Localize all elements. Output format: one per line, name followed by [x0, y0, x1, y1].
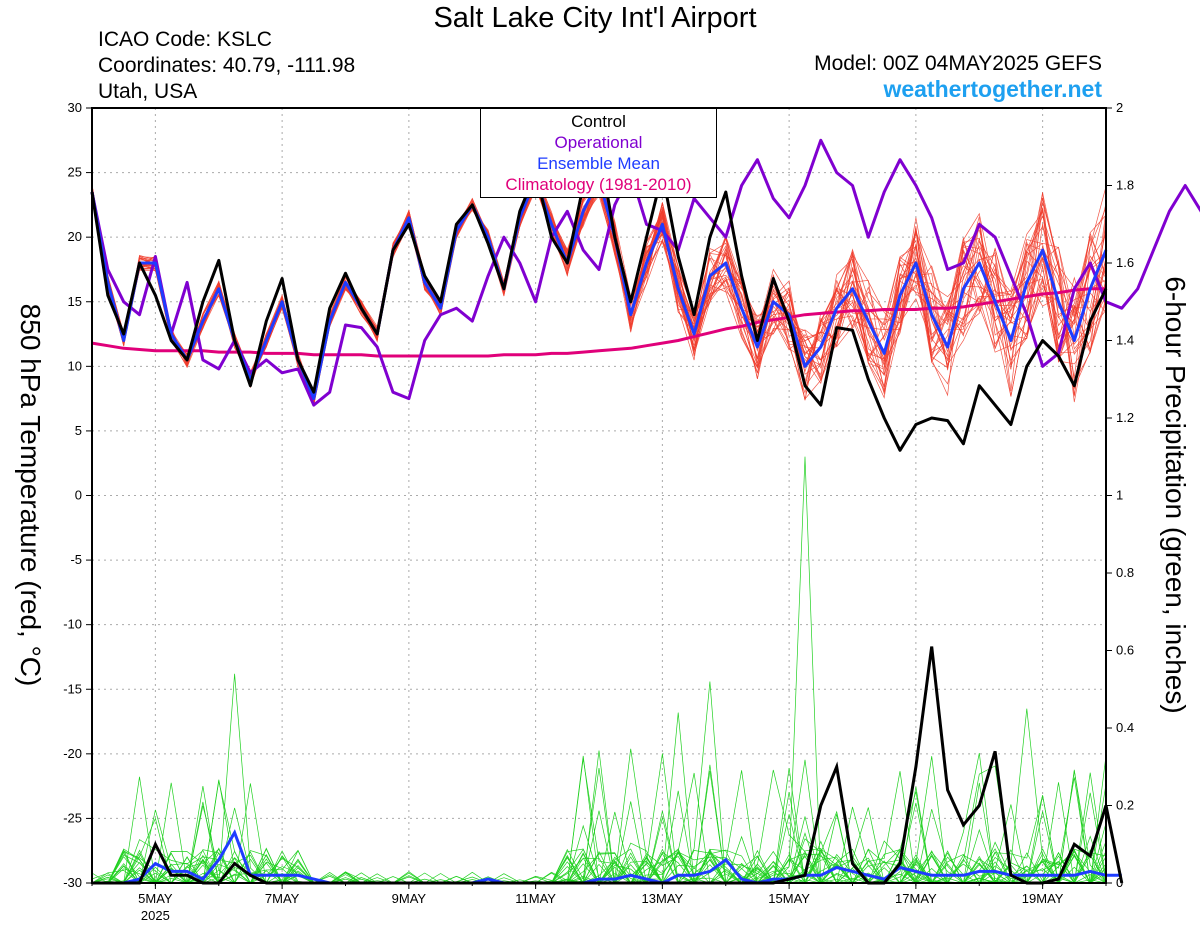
- region: Utah, USA: [98, 80, 198, 103]
- x-year-label: 2025: [141, 908, 170, 923]
- coordinates: Coordinates: 40.79, -111.98: [98, 54, 356, 77]
- x-tick-label: 7MAY: [265, 891, 300, 906]
- y-axis-right-label: 6-hour Precipitation (green, inches): [1160, 276, 1191, 714]
- member-precip-line: [92, 767, 1107, 884]
- y-right-tick-label: 0.2: [1116, 798, 1134, 813]
- icao-code: ICAO Code: KSLC: [98, 28, 272, 51]
- legend: Control Operational Ensemble Mean Climat…: [480, 108, 717, 198]
- plot-frame: [91, 107, 1107, 884]
- y-right-tick-label: 2: [1116, 100, 1123, 115]
- x-tick-label: 13MAY: [642, 891, 684, 906]
- y-left-tick-label: -5: [70, 552, 82, 567]
- y-left-tick-label: -30: [63, 875, 82, 890]
- y-right-tick-label: 1: [1116, 488, 1123, 503]
- member-precip-line: [91, 783, 1107, 884]
- ensemble-mean-precip-line: [92, 829, 1122, 885]
- member-precip-line: [91, 782, 1107, 884]
- y-right-tick-label: 0: [1116, 875, 1123, 890]
- y-right-tick-label: 1.8: [1116, 178, 1134, 193]
- member-precip-line: [92, 456, 1106, 884]
- legend-operational: Operational: [554, 133, 643, 152]
- legend-climatology: Climatology (1981-2010): [505, 175, 692, 194]
- x-tick-label: 17MAY: [895, 891, 937, 906]
- y-left-tick-label: 20: [68, 229, 82, 244]
- chart-title: Salt Lake City Int'l Airport: [433, 2, 757, 34]
- x-tick-label: 11MAY: [515, 891, 556, 906]
- x-tick-label: 19MAY: [1022, 891, 1064, 906]
- y-left-tick-label: -10: [63, 617, 82, 632]
- y-left-tick-label: 5: [75, 423, 82, 438]
- y-left-tick-label: -25: [63, 810, 82, 825]
- y-right-tick-label: 0.8: [1116, 565, 1134, 580]
- y-right-tick-label: 1.4: [1116, 333, 1134, 348]
- station-info: ICAO Code: KSLC Coordinates: 40.79, -111…: [98, 27, 355, 105]
- x-tick-label: 15MAY: [768, 891, 810, 906]
- site-link[interactable]: weathertogether.net: [883, 76, 1102, 102]
- y-axis-left-label: 850 hPa Temperature (red, °C): [15, 303, 46, 687]
- operational-temp-line: [90, 138, 1200, 407]
- x-tick-label: 9MAY: [392, 891, 427, 906]
- legend-ensemble-mean: Ensemble Mean: [537, 154, 660, 173]
- member-precip-line: [92, 801, 1107, 884]
- y-left-tick-label: 25: [68, 165, 82, 180]
- y-right-tick-label: 1.2: [1116, 410, 1134, 425]
- model-run: Model: 00Z 04MAY2025 GEFS: [814, 52, 1102, 75]
- y-right-tick-label: 1.6: [1116, 255, 1134, 270]
- member-precip-line: [92, 779, 1107, 884]
- y-right-tick-label: 0.4: [1116, 720, 1134, 735]
- x-tick-label: 5MAY: [138, 891, 173, 906]
- y-left-tick-label: 15: [68, 294, 82, 309]
- y-left-tick-label: -20: [63, 746, 82, 761]
- y-left-tick-label: -15: [63, 681, 82, 696]
- y-left-tick-label: 30: [68, 100, 82, 115]
- legend-control: Control: [571, 112, 626, 131]
- y-left-tick-label: 10: [68, 358, 82, 373]
- y-right-tick-label: 0.6: [1116, 643, 1134, 658]
- y-left-tick-label: 0: [75, 488, 82, 503]
